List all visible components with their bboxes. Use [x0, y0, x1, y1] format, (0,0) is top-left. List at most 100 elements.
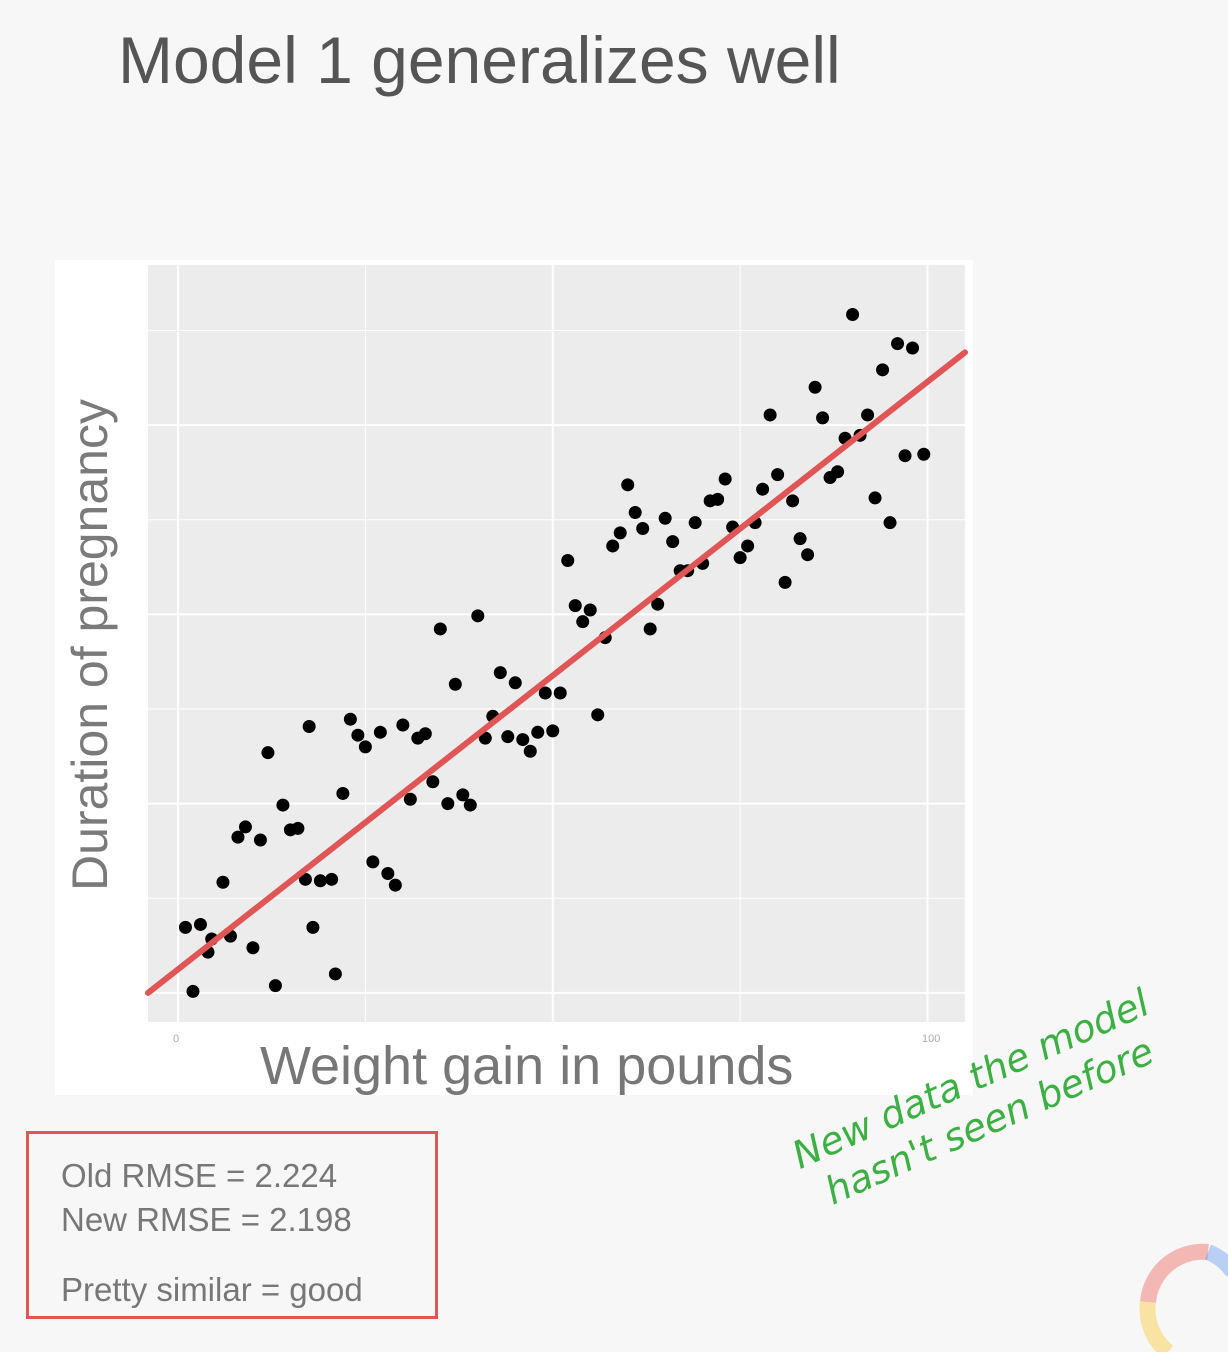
data-point: [733, 551, 747, 565]
data-point: [493, 666, 507, 680]
data-point: [711, 492, 725, 506]
data-point: [302, 719, 316, 733]
data-point: [313, 874, 327, 888]
google-cloud-logo-icon: [1138, 1242, 1228, 1352]
data-point: [178, 920, 192, 934]
data-point: [831, 465, 845, 479]
data-point: [546, 724, 560, 738]
data-point: [516, 733, 530, 747]
data-point: [276, 798, 290, 812]
data-point: [771, 468, 785, 482]
data-point: [238, 820, 252, 834]
data-point: [568, 599, 582, 613]
data-point: [606, 539, 620, 553]
new-rmse: New RMSE = 2.198: [61, 1201, 352, 1238]
data-point: [246, 941, 260, 955]
data-point: [478, 731, 492, 745]
data-point: [441, 797, 455, 811]
data-point: [381, 867, 395, 881]
x-tick-label-min: 0: [173, 1033, 180, 1045]
data-point: [876, 363, 890, 377]
data-point: [688, 516, 702, 530]
data-point: [561, 554, 575, 568]
data-point: [816, 411, 830, 425]
data-point: [898, 449, 912, 463]
data-point: [366, 855, 380, 869]
data-point: [628, 505, 642, 519]
data-point: [793, 532, 807, 546]
data-point: [917, 447, 931, 461]
data-point: [253, 833, 267, 847]
data-point: [463, 798, 477, 812]
data-point: [426, 775, 440, 789]
data-point: [801, 548, 815, 562]
data-point: [373, 725, 387, 739]
data-point: [471, 609, 485, 623]
data-point: [576, 615, 590, 629]
data-point: [718, 472, 732, 486]
rmse-box: Old RMSE = 2.224 New RMSE = 2.198 Pretty…: [26, 1131, 438, 1319]
fit-line: [145, 349, 968, 996]
data-point: [351, 728, 365, 742]
data-points: [178, 307, 931, 998]
x-axis-label: Weight gain in pounds: [260, 1036, 794, 1096]
data-point: [306, 920, 320, 934]
data-point: [433, 622, 447, 636]
data-point: [186, 984, 200, 998]
data-point: [343, 712, 357, 726]
data-point: [268, 979, 282, 993]
data-point: [531, 725, 545, 739]
y-axis-label: Duration of pregnancy: [62, 399, 118, 891]
data-point: [448, 677, 462, 691]
fit-line-group: [145, 349, 968, 996]
data-point: [388, 878, 402, 892]
data-point: [643, 622, 657, 636]
data-point: [621, 478, 635, 492]
data-point: [906, 341, 920, 355]
data-point: [583, 603, 597, 617]
data-point: [651, 597, 665, 611]
data-point: [396, 718, 410, 732]
data-point: [786, 494, 800, 508]
data-point: [261, 746, 275, 760]
grid-lines: [148, 265, 965, 1022]
old-rmse: Old RMSE = 2.224: [61, 1157, 338, 1194]
data-point: [418, 727, 432, 741]
data-point: [778, 575, 792, 589]
data-point: [336, 786, 350, 800]
data-point: [741, 539, 755, 553]
data-point: [846, 307, 860, 321]
data-point: [538, 686, 552, 700]
data-point: [298, 872, 312, 886]
data-point: [658, 511, 672, 525]
data-point: [358, 740, 372, 754]
data-point: [763, 408, 777, 422]
data-point: [231, 830, 245, 844]
data-point: [891, 337, 905, 351]
data-point: [636, 521, 650, 535]
data-point: [501, 730, 515, 744]
data-point: [868, 491, 882, 505]
data-point: [291, 821, 305, 835]
data-point: [508, 676, 522, 690]
data-point: [591, 708, 605, 722]
data-point: [613, 526, 627, 540]
data-point: [808, 380, 822, 394]
data-point: [325, 872, 339, 886]
data-point: [456, 788, 470, 802]
data-point: [403, 792, 417, 806]
data-point: [193, 917, 207, 931]
data-point: [553, 686, 567, 700]
rmse-conclusion: Pretty similar = good: [61, 1271, 363, 1308]
data-point: [328, 967, 342, 981]
data-point: [883, 516, 897, 530]
data-point: [523, 744, 537, 758]
data-point: [216, 875, 230, 889]
slide-title: Model 1 generalizes well: [118, 23, 841, 97]
data-point: [861, 408, 875, 422]
data-point: [666, 535, 680, 549]
x-tick-label-max: 100: [922, 1033, 941, 1045]
data-point: [756, 482, 770, 496]
plot-panel: [148, 265, 965, 1022]
